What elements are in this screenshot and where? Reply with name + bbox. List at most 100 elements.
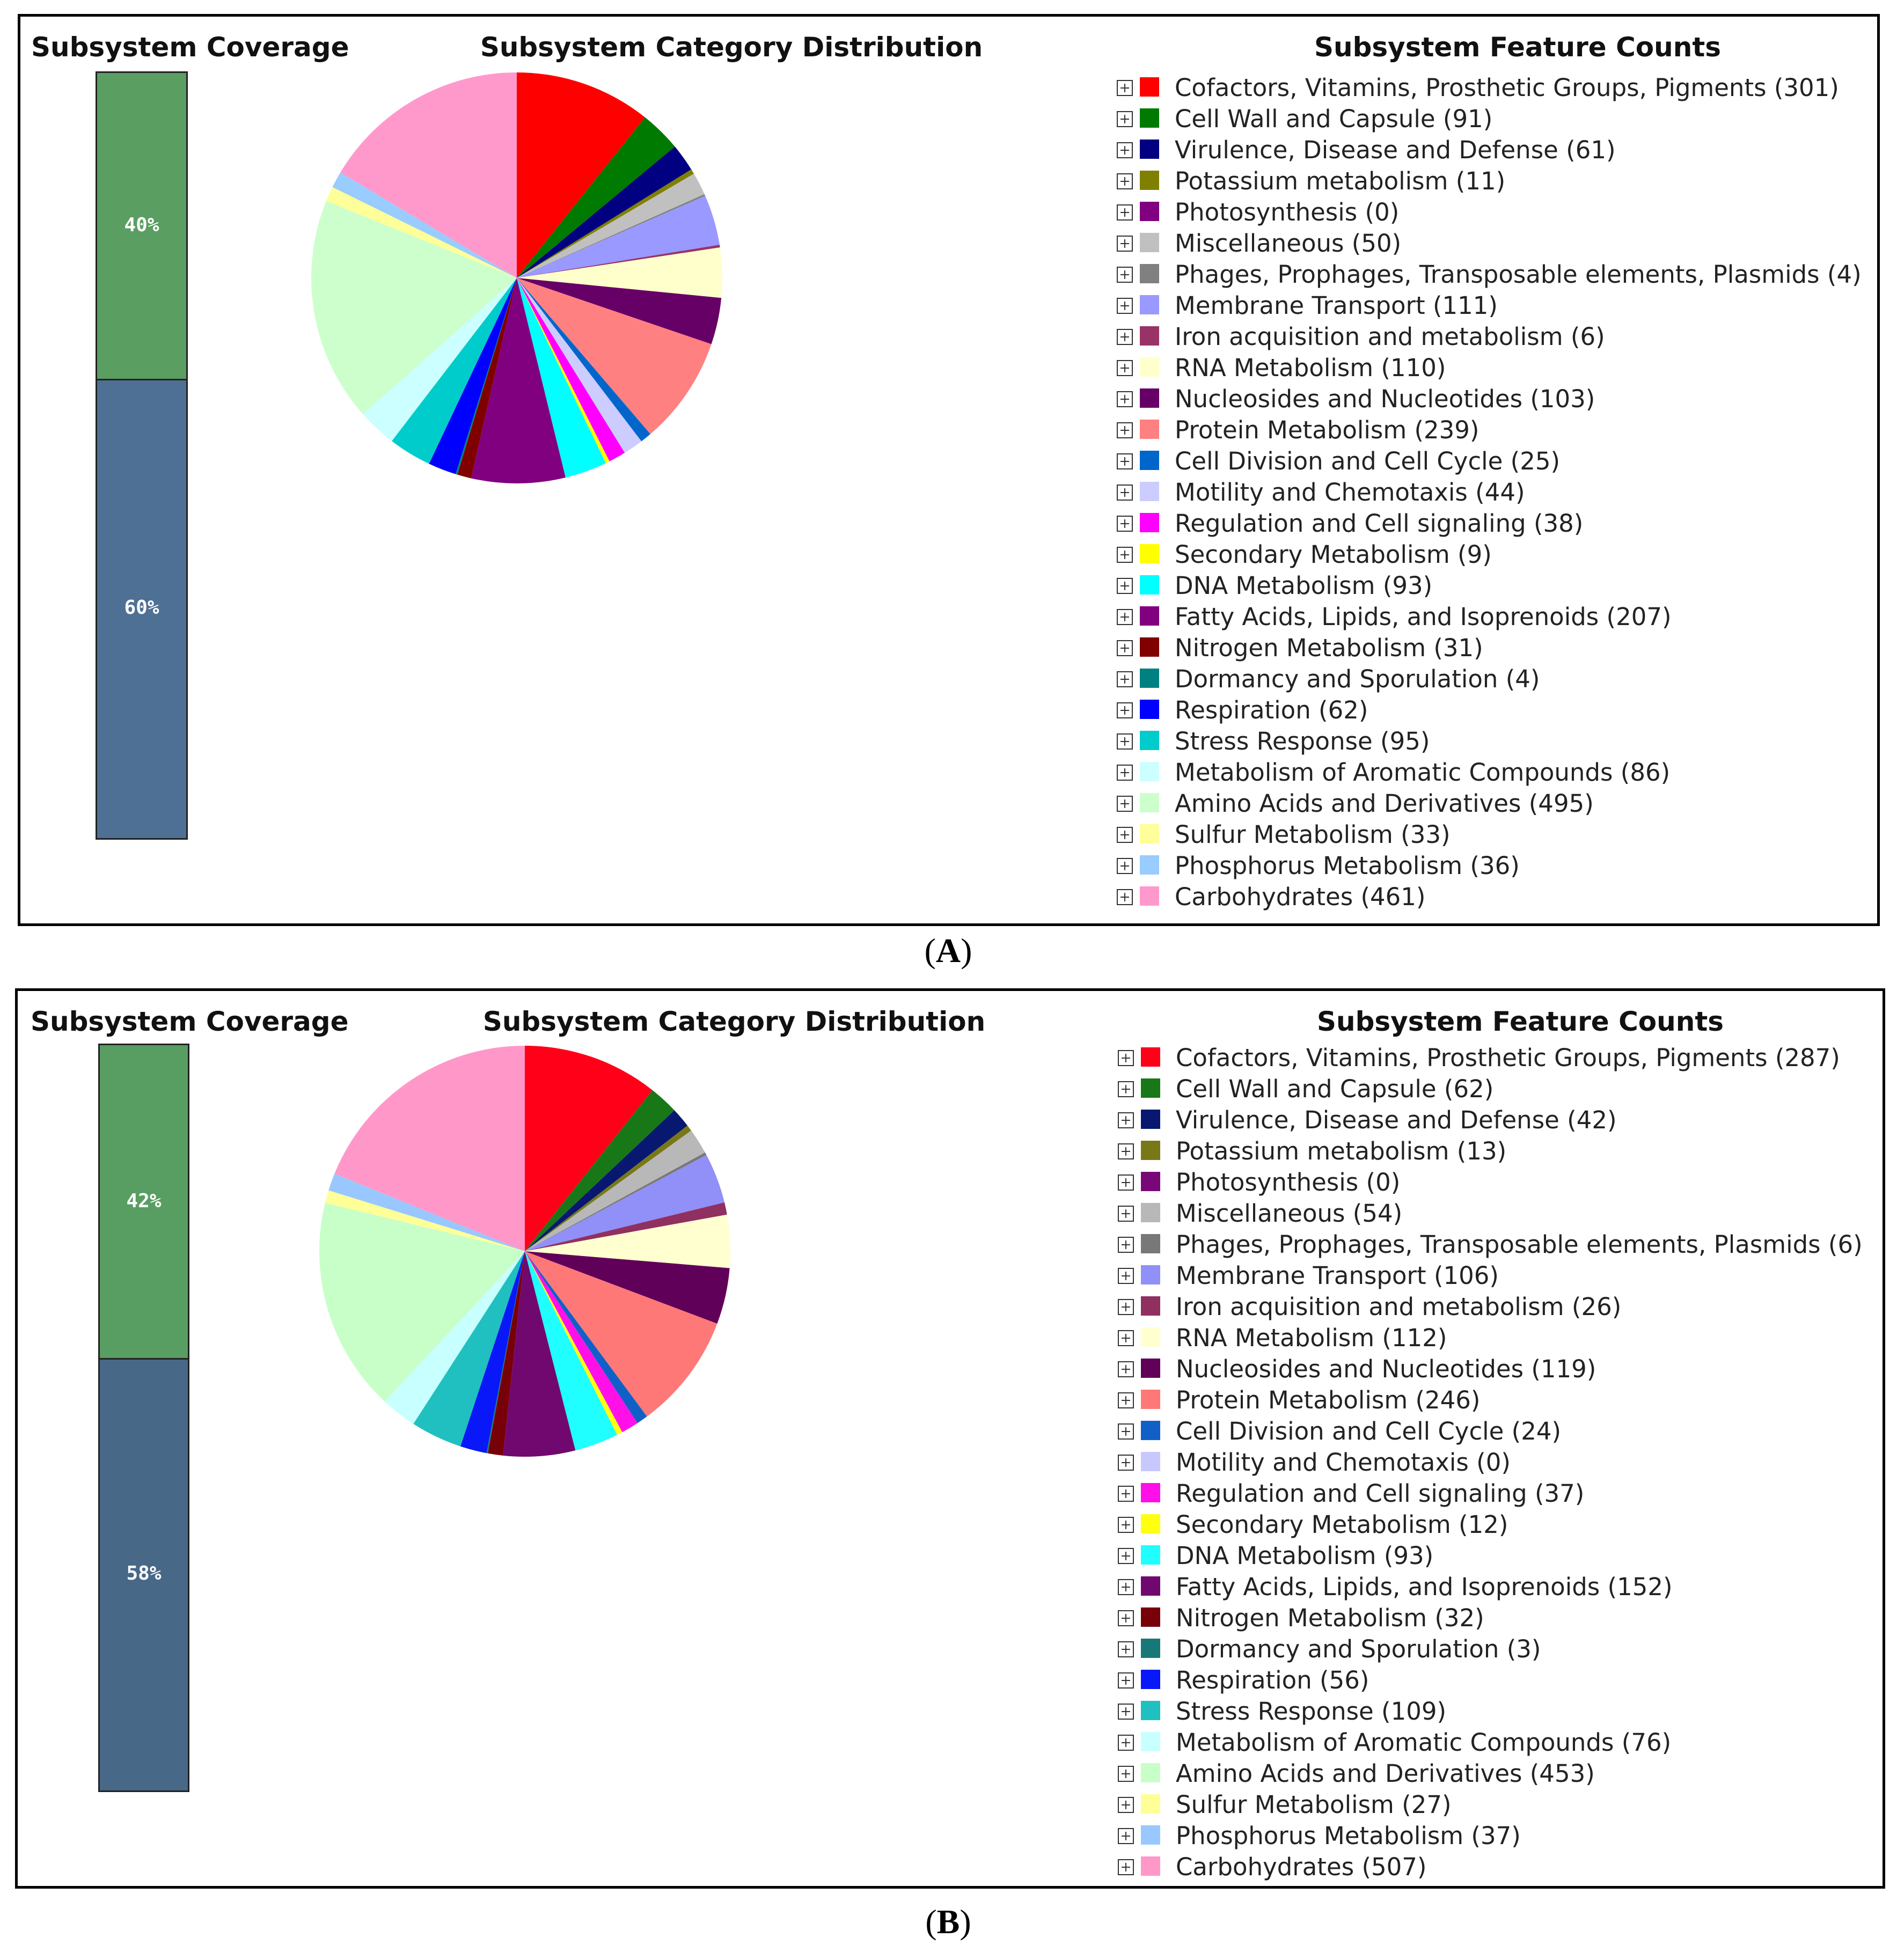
expand-plus-icon[interactable] bbox=[1118, 1486, 1134, 1502]
expand-plus-icon[interactable] bbox=[1118, 1330, 1134, 1346]
legend-swatch bbox=[1140, 233, 1159, 252]
expand-plus-icon[interactable] bbox=[1118, 1174, 1134, 1191]
expand-plus-icon[interactable] bbox=[1117, 889, 1133, 905]
expand-plus-icon[interactable] bbox=[1118, 1859, 1134, 1875]
expand-plus-icon[interactable] bbox=[1117, 453, 1133, 469]
legend-label: Stress Response (109) bbox=[1176, 1697, 1447, 1726]
expand-plus-icon[interactable] bbox=[1118, 1361, 1134, 1377]
expand-plus-icon[interactable] bbox=[1118, 1206, 1134, 1222]
expand-plus-icon[interactable] bbox=[1117, 671, 1133, 687]
expand-plus-icon[interactable] bbox=[1118, 1766, 1134, 1782]
pie-slice-potassium-metabolism bbox=[517, 169, 694, 278]
expand-plus-icon[interactable] bbox=[1118, 1735, 1134, 1751]
panel-a: Subsystem Coverage 40% 60% Subsystem Cat… bbox=[18, 14, 1880, 926]
expand-plus-icon[interactable] bbox=[1117, 236, 1133, 252]
expand-plus-icon[interactable] bbox=[1117, 391, 1133, 407]
legend-swatch bbox=[1140, 793, 1159, 812]
expand-plus-icon[interactable] bbox=[1118, 1299, 1134, 1315]
panel-b: Subsystem Coverage 42% 58% Subsystem Cat… bbox=[15, 988, 1885, 1889]
pie-slice-stress-response bbox=[413, 1251, 525, 1447]
expand-plus-icon[interactable] bbox=[1118, 1081, 1134, 1097]
expand-plus-icon[interactable] bbox=[1118, 1579, 1134, 1595]
expand-plus-icon[interactable] bbox=[1117, 111, 1133, 127]
expand-plus-icon[interactable] bbox=[1118, 1268, 1134, 1284]
legend-label: Miscellaneous (50) bbox=[1175, 229, 1402, 258]
expand-plus-icon[interactable] bbox=[1118, 1112, 1134, 1128]
expand-plus-icon[interactable] bbox=[1117, 796, 1133, 812]
expand-plus-icon[interactable] bbox=[1118, 1392, 1134, 1408]
expand-plus-icon[interactable] bbox=[1118, 1797, 1134, 1813]
expand-plus-icon[interactable] bbox=[1117, 733, 1133, 750]
legend-swatch bbox=[1141, 1483, 1160, 1502]
expand-plus-icon[interactable] bbox=[1118, 1143, 1134, 1159]
expand-plus-icon[interactable] bbox=[1118, 1548, 1134, 1564]
expand-plus-icon[interactable] bbox=[1117, 422, 1133, 438]
expand-plus-icon[interactable] bbox=[1117, 765, 1133, 781]
expand-plus-icon[interactable] bbox=[1117, 360, 1133, 376]
expand-plus-icon[interactable] bbox=[1117, 609, 1133, 625]
expand-plus-icon[interactable] bbox=[1117, 298, 1133, 314]
pie-slice-carbohydrates bbox=[334, 1046, 525, 1251]
expand-plus-icon[interactable] bbox=[1117, 80, 1133, 96]
legend-label: Phosphorus Metabolism (37) bbox=[1176, 1822, 1521, 1850]
legend-label: Dormancy and Sporulation (3) bbox=[1176, 1635, 1541, 1663]
legend-label: Phages, Prophages, Transposable elements… bbox=[1176, 1230, 1863, 1259]
pie-title: Subsystem Category Distribution bbox=[482, 1006, 986, 1037]
expand-plus-icon[interactable] bbox=[1117, 827, 1133, 843]
legend-swatch bbox=[1141, 1763, 1160, 1782]
pie-slice-rna-metabolism bbox=[517, 247, 722, 298]
legend-label: Carbohydrates (461) bbox=[1175, 883, 1426, 911]
expand-plus-icon[interactable] bbox=[1117, 858, 1133, 874]
expand-plus-icon[interactable] bbox=[1118, 1704, 1134, 1720]
expand-plus-icon[interactable] bbox=[1117, 267, 1133, 283]
pie-slice-potassium-metabolism bbox=[525, 1125, 692, 1251]
expand-plus-icon[interactable] bbox=[1118, 1050, 1134, 1066]
legend-swatch bbox=[1140, 513, 1159, 532]
expand-plus-icon[interactable] bbox=[1117, 578, 1133, 594]
expand-plus-icon[interactable] bbox=[1117, 173, 1133, 189]
expand-plus-icon[interactable] bbox=[1117, 547, 1133, 563]
expand-plus-icon[interactable] bbox=[1118, 1517, 1134, 1533]
coverage-segment-top bbox=[97, 73, 186, 379]
expand-plus-icon[interactable] bbox=[1117, 702, 1133, 718]
expand-plus-icon[interactable] bbox=[1118, 1641, 1134, 1657]
coverage-title: Subsystem Coverage bbox=[31, 32, 349, 63]
pie-slice-cofactors-vitamins-prosthetic-groups-pigments bbox=[517, 72, 646, 278]
expand-plus-icon[interactable] bbox=[1117, 142, 1133, 158]
expand-plus-icon[interactable] bbox=[1117, 329, 1133, 345]
expand-plus-icon[interactable] bbox=[1118, 1455, 1134, 1471]
legend-swatch bbox=[1141, 1359, 1160, 1378]
expand-plus-icon[interactable] bbox=[1118, 1237, 1134, 1253]
legend-label: Nucleosides and Nucleotides (103) bbox=[1175, 385, 1595, 413]
pie-slice-virulence-disease-and-defense bbox=[525, 1110, 688, 1251]
legend-label: Virulence, Disease and Defense (42) bbox=[1176, 1106, 1617, 1134]
coverage-segment-bottom bbox=[97, 379, 186, 838]
legend-swatch bbox=[1140, 575, 1159, 594]
legend-swatch bbox=[1140, 886, 1159, 906]
expand-plus-icon[interactable] bbox=[1118, 1828, 1134, 1844]
legend-label: Membrane Transport (106) bbox=[1176, 1261, 1499, 1290]
expand-plus-icon[interactable] bbox=[1117, 204, 1133, 221]
legend-label: Membrane Transport (111) bbox=[1175, 291, 1498, 320]
legend-label: Motility and Chemotaxis (0) bbox=[1176, 1448, 1511, 1477]
pie-slice-phosphorus-metabolism bbox=[332, 172, 517, 278]
legend-label: Metabolism of Aromatic Compounds (76) bbox=[1176, 1728, 1672, 1757]
expand-plus-icon[interactable] bbox=[1117, 516, 1133, 532]
legend-label: Cell Wall and Capsule (62) bbox=[1176, 1075, 1494, 1103]
expand-plus-icon[interactable] bbox=[1118, 1423, 1134, 1440]
pie-slice-dna-metabolism bbox=[517, 278, 606, 478]
expand-plus-icon[interactable] bbox=[1117, 485, 1133, 501]
legend-title: Subsystem Feature Counts bbox=[1314, 32, 1721, 63]
expand-plus-icon[interactable] bbox=[1117, 640, 1133, 656]
legend-label: DNA Metabolism (93) bbox=[1176, 1541, 1434, 1570]
expand-plus-icon[interactable] bbox=[1118, 1672, 1134, 1689]
legend-label: Metabolism of Aromatic Compounds (86) bbox=[1175, 758, 1671, 787]
legend: Cofactors, Vitamins, Prosthetic Groups, … bbox=[1118, 1043, 1880, 1881]
pie-chart bbox=[311, 72, 722, 484]
coverage-segment-bottom bbox=[100, 1358, 188, 1790]
legend-label: DNA Metabolism (93) bbox=[1175, 571, 1433, 600]
legend-label: Regulation and Cell signaling (37) bbox=[1176, 1479, 1585, 1508]
legend-label: Photosynthesis (0) bbox=[1175, 198, 1400, 226]
expand-plus-icon[interactable] bbox=[1118, 1610, 1134, 1626]
pie-slice-nucleosides-and-nucleotides bbox=[517, 278, 722, 344]
